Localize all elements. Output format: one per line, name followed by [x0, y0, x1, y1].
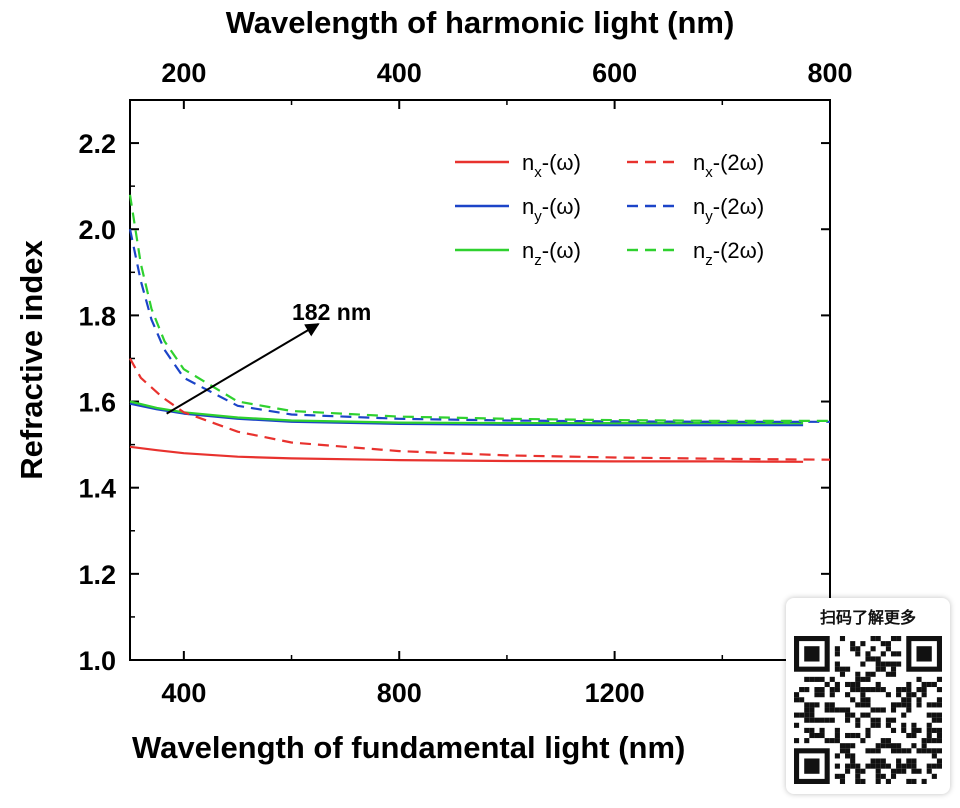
legend-label: nz-(2ω) — [693, 238, 764, 269]
series-layer — [128, 194, 831, 463]
y-tick-label: 1.6 — [78, 388, 116, 418]
legend-label: ny-(2ω) — [693, 194, 764, 225]
y-axis-title: Refractive index — [14, 239, 49, 479]
qr-caption: 扫码了解更多 — [819, 608, 916, 627]
top-tick-label: 800 — [807, 58, 852, 88]
y-tick-label: 1.0 — [78, 646, 116, 676]
legend: nx-(ω) ny-(ω) nz-(ω) nx-(2ω) ny-(2ω) nz-(2ω) — [455, 150, 764, 269]
axis-ticks: 400 800 1200 200 400 600 800 1.0 1.2 1.4 1.6 1.8 2.0… — [78, 58, 852, 708]
annotation-arrow — [166, 323, 320, 415]
y-tick-label: 2.2 — [78, 129, 116, 159]
annotation-label: 182 nm — [292, 299, 371, 325]
x-axis-title: Wavelength of fundamental light (nm) — [132, 730, 685, 765]
series-line — [128, 228, 830, 423]
y-tick-label: 1.4 — [78, 474, 116, 504]
x-tick-label: 1200 — [585, 678, 645, 708]
y-tick-label: 1.2 — [78, 560, 116, 590]
series-line — [128, 194, 830, 422]
legend-label: nz-(ω) — [522, 238, 581, 269]
series-line — [129, 400, 804, 425]
legend-label: nx-(ω) — [522, 150, 581, 181]
top-tick-label: 400 — [377, 58, 422, 88]
qr-code-icon — [794, 636, 942, 784]
qr-watermark: 扫码了解更多 — [786, 598, 950, 794]
legend-label: ny-(ω) — [522, 194, 581, 225]
y-tick-label: 2.0 — [78, 215, 116, 245]
legend-label: nx-(2ω) — [693, 150, 764, 181]
x-tick-label: 400 — [161, 678, 206, 708]
top-axis-title: Wavelength of harmonic light (nm) — [226, 5, 735, 40]
y-tick-label: 1.8 — [78, 301, 116, 331]
series-line — [129, 357, 831, 461]
plot-frame — [129, 99, 831, 661]
x-tick-label: 800 — [377, 678, 422, 708]
top-tick-label: 200 — [161, 58, 206, 88]
series-line — [129, 445, 804, 463]
top-tick-label: 600 — [592, 58, 637, 88]
